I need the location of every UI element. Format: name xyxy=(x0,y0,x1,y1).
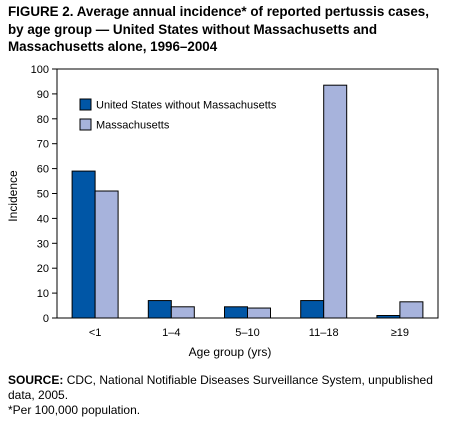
y-tick-label: 80 xyxy=(37,114,49,126)
y-tick-label: 70 xyxy=(37,139,49,151)
bars xyxy=(71,84,424,319)
source-text: CDC, National Notifiable Diseases Survei… xyxy=(8,373,433,402)
bar xyxy=(247,307,271,319)
figure-title: FIGURE 2. Average annual incidence* of r… xyxy=(8,4,429,54)
bar xyxy=(170,306,195,319)
legend-label: Massachusetts xyxy=(96,120,170,132)
x-tick-label: 1–4 xyxy=(162,327,180,339)
x-tick-label: ≥19 xyxy=(391,327,409,339)
legend-label: United States without Massachusetts xyxy=(96,100,277,112)
x-tick-label: 11–18 xyxy=(309,327,339,339)
footnote: *Per 100,000 population. xyxy=(8,403,141,417)
x-tick-label: 5–10 xyxy=(235,327,259,339)
y-tick-label: 20 xyxy=(37,263,49,275)
y-tick-label: 90 xyxy=(37,89,49,101)
y-tick-label: 50 xyxy=(37,189,49,201)
source-label: SOURCE: xyxy=(8,373,64,387)
legend-swatch xyxy=(79,118,92,131)
y-axis-label: Incidence xyxy=(6,170,20,222)
bar xyxy=(323,84,348,319)
bar-chart: 0 10 20 30 40 50 60 70 80 90 100 <1 1–4 5–10 11–18 ≥19… xyxy=(6,64,439,359)
bar xyxy=(147,300,172,319)
bar xyxy=(224,306,248,319)
y-tick-label: 10 xyxy=(37,288,49,300)
bar xyxy=(399,301,424,319)
source-note: SOURCE: CDC, National Notifiable Disease… xyxy=(8,373,448,402)
x-tick-label: <1 xyxy=(89,327,102,339)
legend: United States without Massachusetts Massa… xyxy=(79,98,277,132)
bar xyxy=(300,300,325,319)
bar xyxy=(94,190,119,319)
y-tick-label: 0 xyxy=(43,313,49,325)
x-axis: <1 1–4 5–10 11–18 ≥19 xyxy=(89,327,409,339)
legend-swatch xyxy=(79,98,92,111)
y-tick-label: 30 xyxy=(37,238,49,250)
y-axis: 0 10 20 30 40 50 60 70 80 90 100 xyxy=(31,64,57,325)
y-tick-label: 60 xyxy=(37,164,49,176)
y-tick-label: 40 xyxy=(37,213,49,225)
y-tick-label: 100 xyxy=(31,64,49,76)
bar xyxy=(376,315,401,319)
x-axis-label: Age group (yrs) xyxy=(189,345,272,359)
bar xyxy=(71,170,96,319)
